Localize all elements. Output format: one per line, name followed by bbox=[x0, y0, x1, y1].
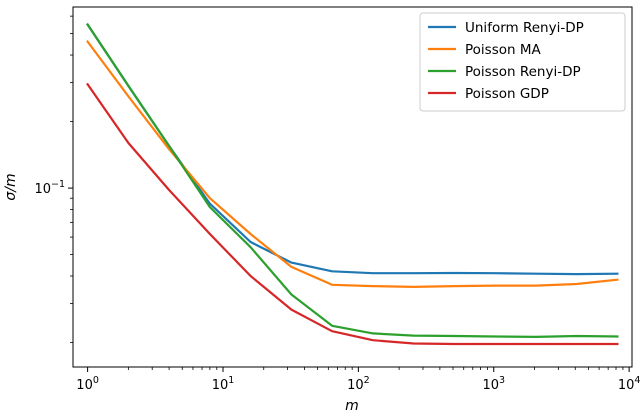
y-tick-label: 10−1 bbox=[34, 179, 65, 197]
series-line-4 bbox=[86, 82, 619, 346]
x-tick-label: 101 bbox=[212, 375, 235, 393]
legend-label: Poisson GDP bbox=[465, 86, 549, 102]
legend: Uniform Renyi-DP Poisson MA Poisson Renyi-… bbox=[419, 12, 626, 112]
legend-label: Poisson MA bbox=[465, 42, 541, 58]
series-line-3 bbox=[86, 22, 619, 338]
x-tick-label: 104 bbox=[618, 375, 640, 393]
legend-box bbox=[419, 12, 626, 112]
x-tick-label: 102 bbox=[347, 375, 370, 393]
x-tick-label: 100 bbox=[76, 375, 99, 393]
plot-lines bbox=[86, 22, 619, 346]
legend-label: Poisson Renyi-DP bbox=[465, 64, 581, 80]
legend-label: Uniform Renyi-DP bbox=[465, 20, 584, 36]
x-tick-label: 103 bbox=[482, 375, 505, 393]
y-axis-label: σ/m bbox=[3, 173, 19, 200]
x-axis-label: m bbox=[345, 398, 359, 414]
